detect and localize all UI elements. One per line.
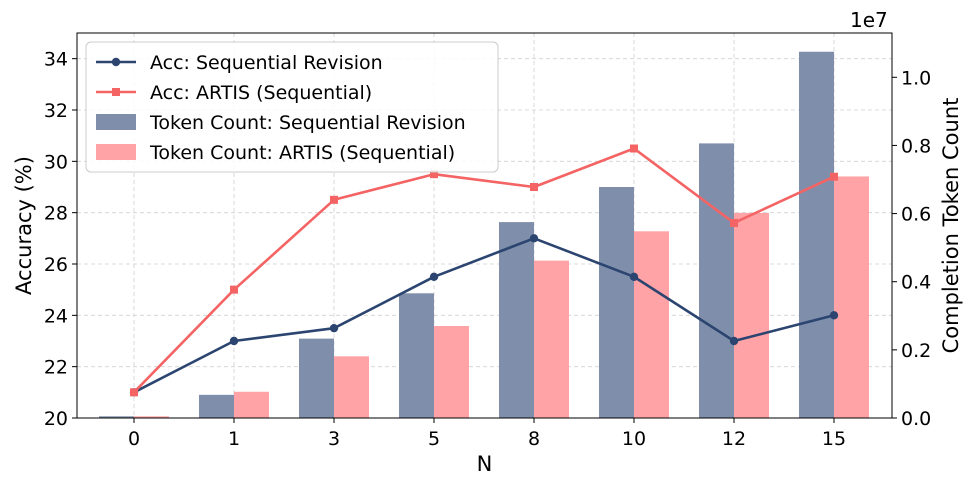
- bar: [299, 338, 334, 418]
- y-right-tick-label: 0.0: [901, 408, 931, 430]
- point-marker: [730, 218, 738, 227]
- y-right-tick-label: 0.2: [901, 340, 931, 362]
- point-marker: [429, 272, 439, 282]
- y-axis-left-title: Accuracy (%): [12, 156, 36, 295]
- y-left-tick-label: 26: [44, 254, 68, 276]
- legend-box: [85, 41, 499, 173]
- legend: Acc: Sequential Revision Acc: ARTIS (Sequ…: [85, 41, 499, 173]
- legend-label: Acc: Sequential Revision: [150, 52, 383, 74]
- legend-swatch-bar: [96, 114, 136, 130]
- point-marker: [430, 170, 438, 179]
- y-left-tick-label: 34: [44, 49, 68, 71]
- x-tick-label: 3: [328, 428, 340, 450]
- bar: [134, 416, 169, 418]
- point-marker: [629, 272, 639, 282]
- y-left-tick-label: 28: [44, 203, 68, 225]
- bar-series: [99, 51, 869, 418]
- point-marker: [530, 183, 538, 191]
- point-marker: [729, 336, 739, 346]
- bar: [534, 260, 569, 418]
- plot-frame: [76, 32, 893, 419]
- y-right-tick-label: 0.8: [901, 135, 931, 157]
- legend-swatch-bar: [96, 144, 136, 160]
- x-tick-label: 15: [822, 428, 846, 450]
- bar: [734, 212, 769, 418]
- legend-label: Token Count: ARTIS (Sequential): [149, 142, 455, 164]
- point-marker: [229, 336, 239, 346]
- x-tick-label: 8: [528, 428, 540, 450]
- y-left-tick-label: 30: [44, 151, 68, 173]
- point-marker: [330, 195, 338, 204]
- x-tick-label: 10: [622, 428, 646, 450]
- bar: [434, 326, 469, 418]
- series-line: [133, 237, 835, 394]
- legend-label: Acc: ARTIS (Sequential): [150, 82, 372, 104]
- legend-marker: [112, 88, 120, 96]
- point-marker: [230, 285, 238, 294]
- point-marker: [829, 311, 839, 320]
- legend-marker: [111, 57, 121, 67]
- bar: [834, 176, 869, 418]
- point-marker: [830, 172, 838, 181]
- axis-ticks: 0 1 3 5 8 10 12 15 20 22 24 26 28 30 32 34 0.0 0.2 0.4 0.6 0…: [44, 49, 931, 450]
- y-right-tick-label: 0.4: [901, 272, 931, 294]
- bar: [699, 143, 734, 418]
- series-line: [133, 147, 835, 394]
- point-marker: [630, 144, 638, 153]
- bar: [634, 231, 669, 418]
- bar: [499, 222, 534, 418]
- x-axis-title: N: [477, 452, 493, 476]
- right-axis-exponent: 1e7: [850, 8, 888, 32]
- bar: [399, 293, 434, 418]
- y-left-tick-label: 22: [44, 357, 68, 379]
- bar: [99, 416, 134, 418]
- y-right-tick-label: 0.6: [901, 204, 931, 226]
- legend-label: Token Count: Sequential Revision: [149, 112, 466, 134]
- bar: [334, 356, 369, 418]
- bar: [599, 187, 634, 418]
- bar: [199, 394, 234, 418]
- y-left-tick-label: 24: [44, 305, 68, 327]
- point-marker: [529, 234, 539, 243]
- y-right-tick-label: 1.0: [901, 67, 931, 89]
- bar: [234, 391, 269, 418]
- x-tick-label: 1: [228, 428, 240, 450]
- x-tick-label: 0: [128, 428, 140, 450]
- y-axis-right-title: Completion Token Count: [939, 98, 963, 354]
- y-left-tick-label: 32: [44, 100, 68, 122]
- x-tick-label: 5: [428, 428, 440, 450]
- point-marker: [130, 388, 138, 397]
- bar: [799, 51, 834, 418]
- y-left-tick-label: 20: [44, 408, 68, 430]
- x-tick-label: 12: [722, 428, 746, 450]
- line-series: [129, 144, 839, 397]
- point-marker: [329, 323, 339, 333]
